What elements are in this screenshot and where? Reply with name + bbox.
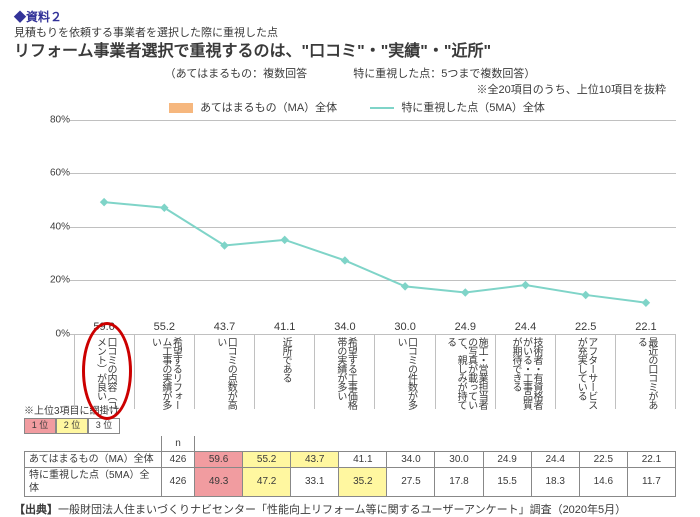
data-table: nあてはまるもの（MA）全体42659.655.243.741.134.030.… — [24, 436, 676, 497]
meta-right: 特に重視した点：5つまで複数回答） — [353, 68, 535, 80]
legend-bar-label: あてはまるもの（MA）全体 — [200, 102, 337, 114]
legend-line-label: 特に重視した点（5MA）全体 — [401, 102, 545, 114]
meta-note: ※全20項目のうち、上位10項目を抜粋 — [14, 83, 686, 97]
legend-line-swatch — [370, 107, 394, 109]
chart-area: 0%20%40%60%80% 59.655.243.741.134.030.02… — [44, 120, 676, 402]
header-label: ◆資料２ — [14, 10, 686, 26]
legend-bar-swatch — [169, 103, 193, 113]
footer-source: 【出典】一般財団法人住まいづくりナビセンター「性能向上リフォーム等に関するユーザ… — [14, 503, 686, 517]
header-title: リフォーム事業者選択で重視するのは、"口コミ"・"実績"・"近所" — [14, 42, 686, 63]
chart-bars: 59.655.243.741.134.030.024.924.422.522.1 — [74, 120, 676, 334]
chart-categories: 口コミの内容（コメント）が良い希望するリフォーム工事の実績が多い口コミの点数が高… — [74, 334, 676, 409]
meta-left: （あてはまるもの：複数回答 — [165, 68, 308, 80]
header-sub: 見積もりを依頼する事業者を選択した際に重視した点 — [14, 26, 686, 40]
rank-boxes: 1 位2 位3 位 — [24, 418, 120, 434]
chart-legend: あてはまるもの（MA）全体 特に重視した点（5MA）全体 — [14, 101, 686, 115]
meta-row: （あてはまるもの：複数回答 特に重視した点：5つまで複数回答） — [14, 67, 686, 81]
